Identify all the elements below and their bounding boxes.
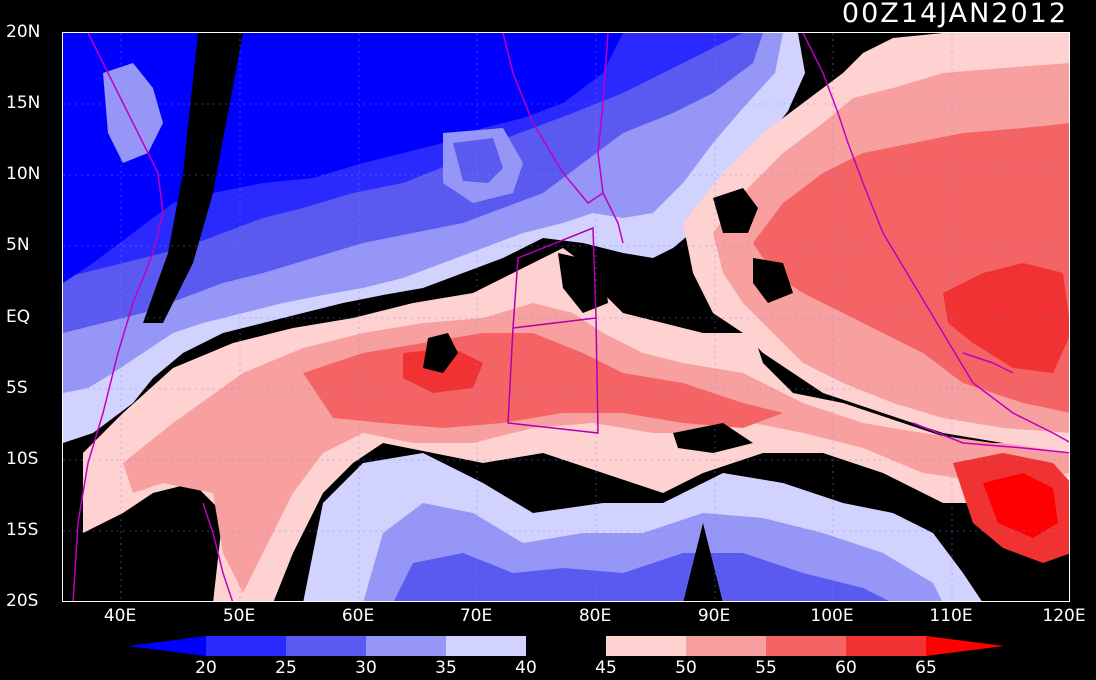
- colorbar-label-60: 60: [835, 658, 857, 678]
- lon-label-90e: 90E: [697, 606, 731, 626]
- field-region-red-45: [83, 248, 1069, 601]
- colorbar-arrow-high: [926, 636, 1004, 656]
- colorbar-label-20: 20: [195, 658, 217, 678]
- coastlines: [72, 33, 1069, 601]
- field-map: [63, 33, 1069, 601]
- lon-label-70e: 70E: [459, 606, 493, 626]
- colorbar-segment-35-40: [446, 636, 526, 656]
- lon-label-100e: 100E: [810, 606, 854, 626]
- colorbar-label-35: 35: [435, 658, 457, 678]
- missing-blob-1: [423, 333, 458, 373]
- colorbar-segment-40-45: [526, 636, 606, 656]
- colorbar-label-45: 45: [595, 658, 617, 678]
- field-blob-north-35: [103, 63, 163, 163]
- colorbar-label-50: 50: [675, 658, 697, 678]
- lat-label-20n: 20N: [6, 22, 41, 42]
- lon-label-120e: 120E: [1042, 606, 1086, 626]
- colorbar-segment-60-65: [846, 636, 926, 656]
- colorbar-label-40: 40: [515, 658, 537, 678]
- missing-blob-5: [683, 523, 723, 601]
- grid: [63, 33, 1069, 601]
- missing-blob-2: [713, 188, 758, 233]
- lat-label-5s: 5S: [6, 378, 28, 398]
- missing-blob-3: [753, 258, 793, 303]
- lat-label-20s: 20S: [6, 591, 39, 611]
- analysis-box: [507, 226, 599, 434]
- missing-band: [143, 33, 243, 323]
- field-region-java-65: [983, 473, 1058, 538]
- missing-blob-4: [673, 423, 753, 453]
- field-region-south-25: [394, 553, 889, 601]
- lat-label-5n: 5N: [6, 235, 30, 255]
- colorbar-label-25: 25: [275, 658, 297, 678]
- colorbar-label-30: 30: [355, 658, 377, 678]
- colorbar-segment-55-60: [766, 636, 846, 656]
- colorbar-segment-20-25: [206, 636, 286, 656]
- map-plot: [62, 32, 1070, 602]
- lon-label-60e: 60E: [341, 606, 375, 626]
- colorbar-segment-30-35: [366, 636, 446, 656]
- lon-label-50e: 50E: [222, 606, 256, 626]
- lat-label-15n: 15N: [6, 93, 41, 113]
- lon-label-80e: 80E: [578, 606, 612, 626]
- colorbar-label-55: 55: [755, 658, 777, 678]
- lat-label-10s: 10S: [6, 449, 39, 469]
- lat-label-eq: EQ: [6, 307, 31, 327]
- colorbar-label-65: 65: [915, 658, 937, 678]
- field-blob-arabian-25: [453, 138, 503, 183]
- colorbar: [128, 636, 1004, 656]
- lat-label-15s: 15S: [6, 520, 39, 540]
- colorbar-segment-50-55: [686, 636, 766, 656]
- colorbar-segment-45-50: [606, 636, 686, 656]
- timestamp-label: 00Z14JAN2012: [841, 0, 1068, 29]
- lon-label-40e: 40E: [103, 606, 137, 626]
- lat-label-10n: 10N: [6, 164, 41, 184]
- colorbar-segment-25-30: [286, 636, 366, 656]
- colorbar-arrow-low: [128, 636, 206, 656]
- lon-label-110e: 110E: [929, 606, 973, 626]
